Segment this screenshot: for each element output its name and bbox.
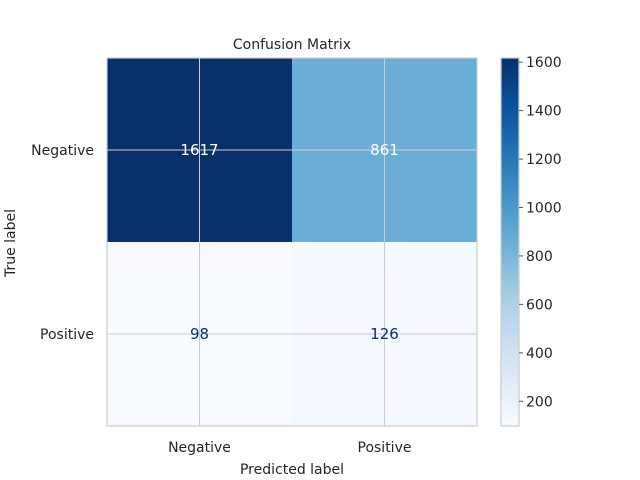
colorbar-tick-label: 1400 <box>526 104 562 120</box>
colorbar-tick-label: 400 <box>526 346 553 362</box>
plot-frame <box>106 57 478 427</box>
colorbar-tick-label: 1000 <box>526 200 562 216</box>
y-axis-label: True label <box>3 209 19 278</box>
colorbar-tick-label: 1600 <box>526 55 562 71</box>
y-tick-label: Negative <box>31 143 94 159</box>
y-tick-label: Positive <box>40 327 94 343</box>
colorbar: 200 400 600 800 1000 1200 1400 1600 <box>500 55 562 427</box>
colorbar-tick-label: 200 <box>526 394 553 410</box>
chart-title: Confusion Matrix <box>233 37 351 53</box>
x-tick-label: Negative <box>168 440 231 456</box>
colorbar-frame <box>500 57 520 427</box>
cell-value-label: 98 <box>190 325 209 343</box>
x-axis-label: Predicted label <box>240 462 344 478</box>
x-tick-label: Positive <box>358 440 412 456</box>
cell-value-label: 861 <box>370 141 399 159</box>
colorbar-gradient <box>501 58 519 426</box>
colorbar-tick-label: 800 <box>526 249 553 265</box>
colorbar-tick-label: 1200 <box>526 152 562 168</box>
cell-value-label: 1617 <box>180 141 218 159</box>
cell-value-label: 126 <box>370 325 399 343</box>
colorbar-tick-label: 600 <box>526 297 553 313</box>
plot-area: 1617 861 98 126 Negative Positive Negative Posi… <box>31 57 478 456</box>
